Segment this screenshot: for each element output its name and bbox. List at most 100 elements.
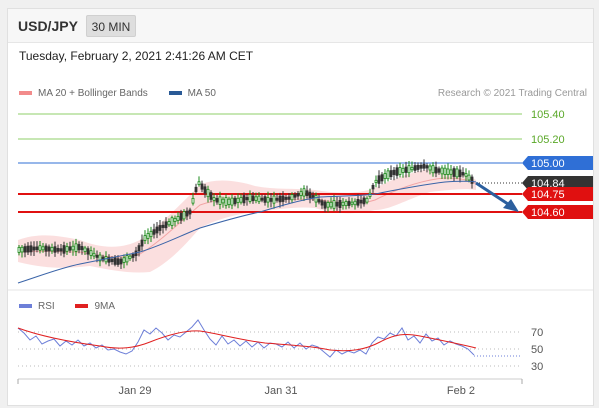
candle-body	[17, 247, 21, 253]
copyright-text: Research © 2021 Trading Central	[437, 88, 587, 99]
candle-body	[200, 183, 204, 190]
candle-body	[125, 255, 129, 263]
candle-body	[446, 168, 450, 175]
legend-item-rsi: RSI	[19, 301, 55, 312]
candle-body	[305, 190, 309, 196]
candle-body	[428, 165, 432, 171]
candle-body	[437, 168, 441, 173]
candle-body	[188, 209, 192, 215]
candle-body	[389, 170, 393, 178]
candle-body	[341, 201, 345, 206]
candle-body	[383, 173, 387, 179]
candle-body	[350, 201, 354, 205]
candle-body	[413, 165, 417, 171]
candle-body	[356, 199, 360, 206]
candle-body	[113, 257, 117, 265]
candle-body	[176, 216, 180, 221]
candle-body	[443, 167, 447, 175]
candle-body	[239, 197, 243, 203]
candle-body	[275, 197, 279, 201]
candle-body	[242, 195, 246, 204]
price-legend: MA 20 + Bollinger Bands MA 50	[19, 88, 234, 99]
candle-body	[281, 195, 285, 202]
candle-body	[95, 254, 99, 258]
symbol-title: USD/JPY	[18, 18, 78, 34]
candle-body	[404, 166, 408, 173]
timeframe-button[interactable]: 30 MIN	[86, 15, 136, 37]
candle-body	[185, 210, 189, 217]
candle-body	[173, 218, 177, 222]
candle-body	[92, 252, 96, 257]
level-tag-105-00: 105.00	[522, 156, 593, 170]
candle-body	[56, 247, 60, 252]
level-tag-104-60: 104.60	[522, 205, 593, 219]
svg-text:105.00: 105.00	[531, 158, 565, 170]
candle-body	[320, 200, 324, 206]
candle-body	[224, 197, 228, 206]
candle-body	[335, 201, 339, 207]
candle-body	[98, 254, 102, 262]
legend-item-ma20: MA 20 + Bollinger Bands	[19, 88, 148, 99]
candle-body	[365, 197, 369, 203]
candle-body	[206, 188, 210, 198]
rsi-label-50: 50	[531, 344, 543, 356]
candle-body	[71, 245, 75, 251]
candle-body	[407, 165, 411, 174]
candle-body	[398, 167, 402, 175]
candle-body	[434, 166, 438, 174]
candle-body	[416, 164, 420, 170]
rsi-line	[17, 319, 475, 358]
candle-body	[68, 246, 72, 251]
candle-body	[158, 225, 162, 231]
candle-body	[212, 197, 216, 201]
candle-body	[314, 194, 318, 203]
candle-body	[155, 226, 159, 234]
legend-item-9ma: 9MA	[75, 301, 115, 312]
candle-body	[458, 169, 462, 178]
candle-body	[164, 221, 168, 229]
candle-body	[32, 246, 36, 251]
candle-body	[317, 199, 321, 203]
legend-item-ma50: MA 50	[168, 88, 216, 99]
rsi-9ma-line	[17, 327, 477, 352]
candle-body	[362, 197, 366, 205]
candle-body	[386, 170, 390, 180]
candle-body	[461, 172, 465, 176]
candle-body	[23, 246, 27, 253]
candle-body	[293, 194, 297, 198]
candle-body	[227, 198, 231, 205]
candle-body	[44, 245, 48, 252]
candle-body	[332, 200, 336, 209]
candle-body	[59, 248, 63, 252]
candle-body	[137, 245, 141, 252]
svg-text:105.20: 105.20	[531, 134, 565, 146]
candle-body	[77, 244, 81, 251]
candle-body	[347, 200, 351, 206]
candle-body	[296, 193, 300, 197]
candle-body	[299, 191, 303, 196]
x-label-jan-29: Jan 29	[118, 385, 151, 397]
candle-body	[131, 253, 135, 258]
candle-body	[140, 239, 144, 247]
candle-body	[266, 197, 270, 203]
candle-body	[269, 197, 273, 202]
candle-body	[62, 245, 66, 254]
candle-body	[50, 247, 54, 252]
svg-text:104.60: 104.60	[531, 207, 565, 219]
level-tag-105-20: 105.20	[531, 134, 565, 146]
candle-body	[371, 184, 375, 190]
candle-body	[452, 168, 456, 177]
candle-body	[47, 246, 51, 252]
candle-body	[161, 224, 165, 228]
candle-body	[425, 165, 429, 169]
candle-body	[302, 188, 306, 197]
candle-body	[392, 169, 396, 175]
candle-body	[377, 175, 381, 184]
candle-body	[182, 211, 186, 220]
candle-body	[116, 258, 120, 265]
candle-body	[215, 198, 219, 203]
rsi-label-70: 70	[531, 327, 543, 339]
candle-body	[209, 192, 213, 200]
chart-header: USD/JPY 30 MIN	[8, 9, 593, 43]
